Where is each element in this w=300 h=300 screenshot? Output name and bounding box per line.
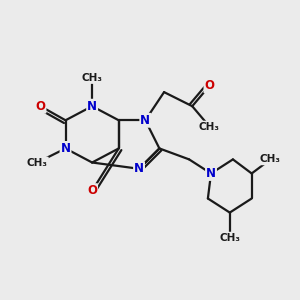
Text: O: O <box>35 100 46 113</box>
Text: CH₃: CH₃ <box>260 154 281 164</box>
Text: N: N <box>206 167 216 180</box>
Text: CH₃: CH₃ <box>219 232 240 243</box>
Text: CH₃: CH₃ <box>199 122 220 131</box>
Text: CH₃: CH₃ <box>27 158 48 167</box>
Text: CH₃: CH₃ <box>82 73 103 83</box>
Text: N: N <box>134 162 144 175</box>
Text: N: N <box>61 142 70 155</box>
Text: O: O <box>87 184 97 197</box>
Text: O: O <box>204 80 214 92</box>
Text: N: N <box>140 114 150 127</box>
Text: N: N <box>87 100 97 113</box>
